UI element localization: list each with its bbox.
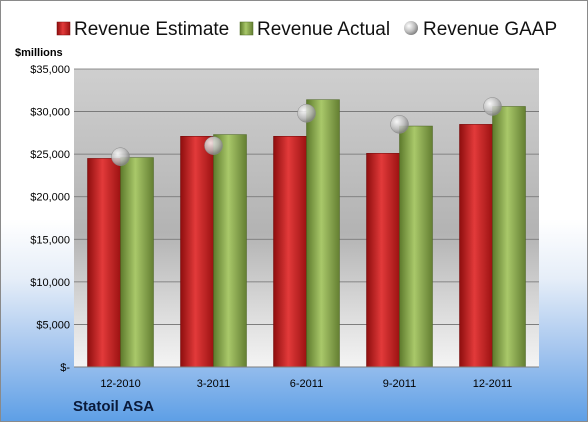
gaap-point	[483, 97, 502, 116]
y-axis-ticks: $- $5,000 $10,000 $15,000 $20,000 $25,000 $30,…	[30, 64, 70, 374]
legend-label-estimate: Revenue Estimate	[74, 19, 229, 40]
legend-item-gaap: Revenue GAAP	[404, 19, 557, 40]
legend-swatch-actual	[239, 21, 254, 36]
bar-estimate	[87, 158, 121, 368]
gaap-points	[111, 97, 502, 166]
x-tick-label: 6-2011	[290, 378, 323, 390]
legend-item-actual: Revenue Actual	[239, 19, 390, 40]
y-tick-label: $10,000	[30, 277, 70, 289]
legend-swatch-estimate	[56, 21, 71, 36]
legend-label-actual: Revenue Actual	[257, 19, 390, 40]
bar-estimate	[459, 124, 493, 368]
x-tick-label: 12-2010	[100, 378, 140, 390]
y-tick-label: $30,000	[30, 107, 70, 119]
legend-swatch-gaap	[404, 21, 418, 35]
bar-actual	[399, 125, 433, 368]
y-tick-label: $35,000	[30, 64, 70, 76]
legend-item-estimate: Revenue Estimate	[56, 19, 229, 40]
gaap-point	[111, 147, 130, 166]
y-axis-unit-label: $millions	[15, 47, 63, 59]
bar-estimate	[180, 136, 214, 368]
gaap-point	[204, 136, 223, 155]
gaap-point	[390, 115, 409, 134]
bar-actual	[306, 99, 340, 368]
bars	[87, 99, 526, 368]
bar-actual	[213, 134, 247, 368]
bar-estimate	[366, 153, 400, 368]
bar-actual	[492, 106, 526, 368]
x-axis-ticks: 12-2010 3-2011 6-2011 9-2011 12-2011	[100, 378, 512, 390]
y-tick-label: $15,000	[30, 234, 70, 246]
x-tick-label: 9-2011	[383, 378, 416, 390]
x-tick-label: 3-2011	[197, 378, 230, 390]
legend: Revenue Estimate Revenue Actual Revenue …	[56, 19, 557, 40]
gaap-point	[297, 104, 316, 123]
company-name: Statoil ASA	[73, 398, 155, 415]
bar-actual	[120, 157, 154, 368]
y-tick-label: $25,000	[30, 149, 70, 161]
y-tick-label: $-	[60, 362, 70, 374]
bar-estimate	[273, 136, 307, 368]
y-tick-label: $20,000	[30, 192, 70, 204]
x-tick-label: 12-2011	[473, 378, 513, 390]
legend-label-gaap: Revenue GAAP	[423, 19, 557, 40]
y-tick-label: $5,000	[36, 319, 70, 331]
